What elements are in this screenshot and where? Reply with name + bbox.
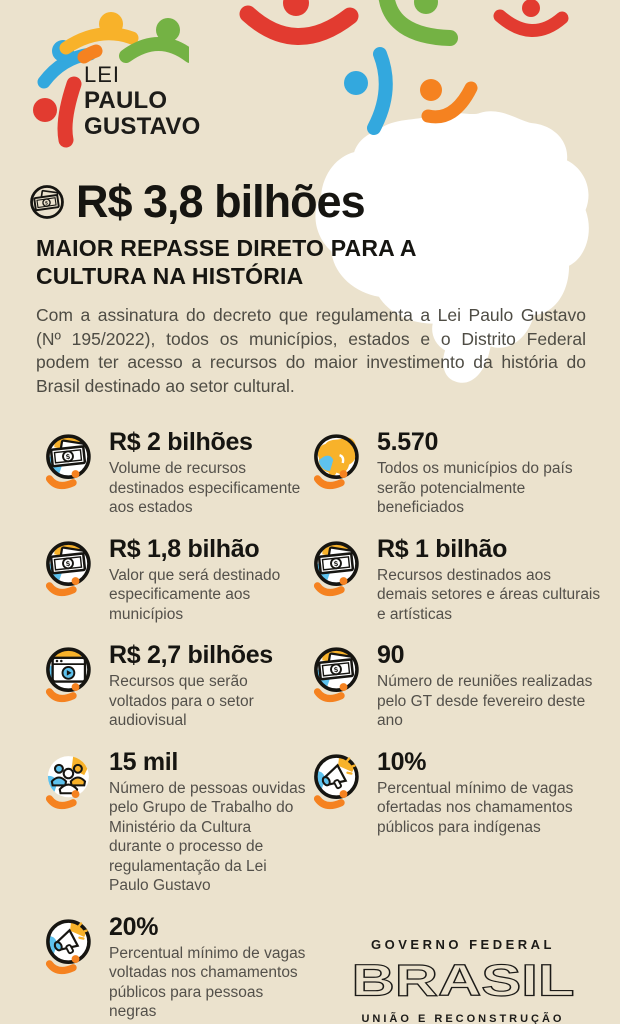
stat-value: 10% [377, 747, 427, 776]
logo-text: LEI PAULO GUSTAVO [84, 62, 201, 140]
stat-vagas-indigenas: 10% Percentual mínimo de vagas ofertadas… [308, 744, 604, 896]
stat-municipios-beneficiados: 5.570 Todos os municípios do país serão … [308, 424, 604, 518]
stat-description: Valor que será destinado especificamente… [109, 566, 281, 623]
stat-description: Recursos que serão voltados para o setor… [109, 673, 254, 729]
logo-lei: LEI [84, 62, 121, 87]
stat-value: 20% [109, 912, 159, 941]
headline-value: R$ 3,8 bilhões [76, 176, 366, 227]
stat-description: Percentual mínimo de vagas ofertadas nos… [377, 779, 574, 836]
stat-description: Todos os municípios do país serão potenc… [377, 460, 573, 516]
svg-text:$: $ [334, 666, 339, 674]
uniao-reconstrucao-label: UNIÃO E RECONSTRUÇÃO [361, 1012, 565, 1024]
headline-subtitle-line2: CULTURA NA HISTÓRIA [36, 263, 304, 289]
money-icon: $ [308, 533, 368, 607]
money-banknote-icon: $ [26, 181, 68, 223]
decorative-figures-icon [239, 0, 569, 135]
svg-text:$: $ [45, 200, 49, 206]
governo-federal-logo: GOVERNO FEDERAL BRASIL UNIÃO E RECONSTRU… [338, 937, 588, 1024]
stat-value: 5.570 [377, 428, 439, 456]
stat-estados: $ R$ 2 bilhões Volume de recursos destin… [40, 424, 306, 518]
stat-audiovisual: R$ 2,7 bilhões Recursos que serão voltad… [40, 637, 306, 731]
stat-vagas-pessoas-negras: 20% Percentual mínimo de vagas voltadas … [40, 909, 306, 1022]
governo-federal-label: GOVERNO FEDERAL [371, 936, 555, 952]
people-figures-logo-icon [33, 12, 189, 148]
megaphone-icon [308, 746, 368, 820]
svg-text:$: $ [334, 559, 339, 567]
logo-paulo: PAULO [84, 87, 168, 114]
people-group-icon [40, 746, 100, 820]
stat-reunioes-gt: $ 90 Número de reuniões realizadas pelo … [308, 637, 604, 731]
stat-value: 90 [377, 641, 405, 669]
brasil-wordmark: BRASIL [338, 955, 588, 1011]
stat-description: Recursos destinados aos demais setores e… [377, 566, 601, 623]
stats-grid: $ R$ 2 bilhões Volume de recursos destin… [0, 398, 620, 1024]
money-icon: $ [40, 533, 100, 607]
stat-description: Número de pessoas ouvidas pelo Grupo de … [109, 779, 306, 895]
money-icon: $ [40, 426, 100, 500]
brazil-map-silhouette [315, 111, 589, 383]
stat-value: R$ 2,7 bilhões [109, 641, 273, 669]
headline-section: $ R$ 3,8 bilhões MAIOR REPASSE DIRETO PA… [0, 0, 620, 290]
money-icon: $ [308, 639, 368, 713]
stat-pessoas-ouvidas: 15 mil Número de pessoas ouvidas pelo Gr… [40, 744, 306, 896]
stat-description: Número de reuniões realizadas pelo GT de… [377, 673, 593, 729]
logo-gustavo: GUSTAVO [84, 113, 201, 140]
stat-valor-municipios: $ R$ 1,8 bilhão Valor que será destinado… [40, 531, 306, 625]
headline-subtitle: MAIOR REPASSE DIRETO PARA A CULTURA NA H… [36, 234, 590, 290]
video-player-icon [40, 639, 100, 713]
megaphone-icon [40, 911, 100, 985]
stat-value: 15 mil [109, 747, 179, 776]
stat-description: Percentual mínimo de vagas voltadas nos … [109, 944, 306, 1021]
svg-text:$: $ [66, 453, 71, 461]
stat-value: R$ 1,8 bilhão [109, 534, 260, 563]
stat-value: R$ 1 bilhão [377, 534, 508, 563]
stat-demais-setores: $ R$ 1 bilhão Recursos destinados aos de… [308, 531, 604, 625]
brazil-map-icon [308, 426, 368, 500]
svg-text:BRASIL: BRASIL [351, 956, 574, 1005]
intro-paragraph: Com a assinatura do decreto que regulame… [36, 305, 586, 396]
stat-value: R$ 2 bilhões [109, 428, 253, 456]
stat-description: Volume de recursos destinados especifica… [109, 460, 301, 516]
svg-text:$: $ [66, 559, 71, 567]
headline-subtitle-line1: MAIOR REPASSE DIRETO PARA A [36, 235, 417, 261]
